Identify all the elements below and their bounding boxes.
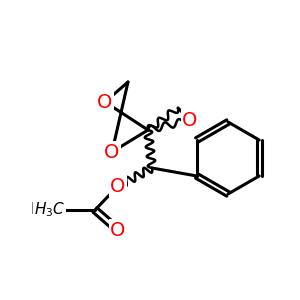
Text: H: H bbox=[47, 202, 59, 217]
Text: O: O bbox=[182, 110, 198, 130]
Text: O: O bbox=[97, 92, 113, 112]
Text: O: O bbox=[110, 220, 126, 239]
Text: $H_3C$: $H_3C$ bbox=[34, 201, 65, 219]
Text: H₃C: H₃C bbox=[31, 202, 59, 217]
Text: O: O bbox=[110, 176, 126, 196]
Text: O: O bbox=[104, 142, 120, 161]
